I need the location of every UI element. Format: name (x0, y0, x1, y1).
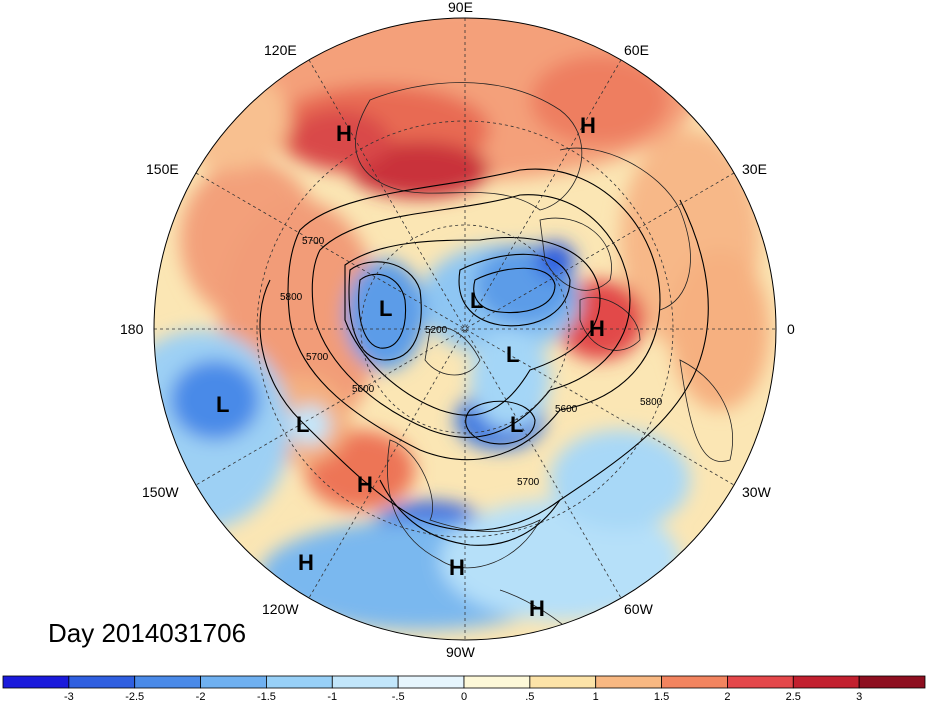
high-center-marker: H (298, 550, 314, 575)
lon-label: 60W (624, 601, 654, 617)
contour-label: 5700 (302, 236, 325, 247)
colorbar-tick-label: 3 (856, 691, 862, 702)
contour-label: 5200 (425, 325, 448, 336)
contour-label: 5800 (640, 397, 663, 408)
colorbar-tick-label: 1 (593, 691, 599, 702)
colorbar-tick-label: 2.5 (786, 691, 801, 702)
colorbar-swatch (331, 675, 399, 689)
lon-label: 90W (446, 644, 476, 660)
date-title: Day 2014031706 (48, 618, 247, 648)
colorbar-swatch (661, 675, 728, 689)
colorbar-swatch (2, 675, 70, 689)
contour-label: 5800 (280, 292, 303, 303)
contour-label: 5700 (517, 477, 540, 488)
low-center-marker: L (216, 392, 229, 417)
lon-label: 150E (146, 161, 179, 177)
colorbar-tick-label: -2.5 (125, 691, 144, 702)
anomaly-field (154, 18, 776, 640)
pressure-centers: H H H H H H H L L L L L L (216, 113, 605, 621)
height-contours (259, 168, 709, 546)
colorbar-swatch (134, 675, 201, 689)
lon-label: 30E (742, 161, 767, 177)
colorbar-swatch (595, 675, 662, 689)
low-center-marker: L (510, 412, 523, 437)
low-center-marker: L (379, 296, 392, 321)
contour-label: 5700 (306, 352, 329, 363)
lon-label: 30W (742, 484, 772, 500)
high-center-marker: H (580, 113, 596, 138)
lon-label: 120W (262, 601, 299, 617)
lon-label: 90E (448, 0, 473, 15)
colorbar-tick-label: -.5 (392, 691, 405, 702)
colorbar: -3 -2.5 -2 -1.5 -1 -.5 0 .5 1 1.5 2 2.5 3 (2, 675, 926, 702)
high-center-marker: H (589, 316, 605, 341)
colorbar-swatch (858, 675, 926, 689)
low-center-marker: L (470, 288, 483, 313)
colorbar-tick-label: 1.5 (654, 691, 669, 702)
graticule (154, 18, 776, 640)
colorbar-tick-label: -1.5 (257, 691, 276, 702)
colorbar-tick-label: -2 (196, 691, 206, 702)
lon-label: 0 (787, 321, 795, 337)
high-center-marker: H (529, 596, 545, 621)
high-center-marker: H (357, 472, 373, 497)
longitude-labels: 90E 60E 30E 0 30W 60W 90W 120W 150W 180 … (120, 0, 795, 660)
high-center-marker: H (449, 555, 465, 580)
lon-label: 150W (142, 484, 179, 500)
high-center-marker: H (336, 121, 352, 146)
colorbar-swatch (397, 675, 465, 689)
low-center-marker: L (296, 412, 309, 437)
colorbar-tick-label: 0 (461, 691, 467, 702)
lon-label: 60E (624, 42, 649, 58)
low-center-marker: L (506, 342, 519, 367)
colorbar-swatch (792, 675, 860, 689)
colorbar-swatch (200, 675, 267, 689)
colorbar-swatch (529, 675, 597, 689)
map-boundary (153, 17, 777, 641)
colorbar-swatch (463, 675, 531, 689)
colorbar-swatch (68, 675, 136, 689)
colorbar-tick-label: -3 (64, 691, 74, 702)
colorbar-tick-label: 2 (724, 691, 730, 702)
lon-label: 120E (264, 42, 297, 58)
colorbar-swatch (727, 675, 794, 689)
contour-labels: 5700 5800 5200 5700 5600 5600 5700 5800 (280, 236, 663, 488)
colorbar-swatch (266, 675, 333, 689)
contour-label: 5600 (352, 384, 375, 395)
colorbar-tick-label: -1 (327, 691, 337, 702)
colorbar-tick-label: .5 (525, 691, 534, 702)
contour-label: 5600 (555, 404, 578, 415)
lon-label: 180 (120, 321, 144, 337)
